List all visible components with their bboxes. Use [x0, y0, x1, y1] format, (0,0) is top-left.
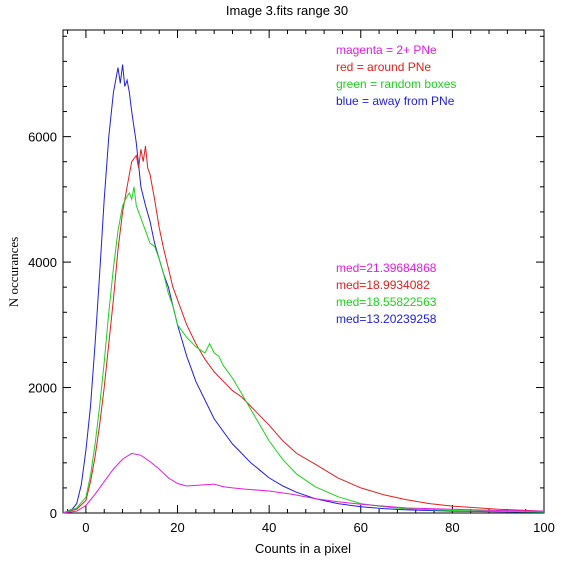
series-line-3 — [62, 452, 545, 514]
y-axis: 0 2000 4000 6000 — [28, 35, 544, 521]
legend-entry: green = random boxes — [336, 77, 456, 91]
plot-frame — [62, 29, 545, 514]
x-axis-label: Counts in a pixel — [255, 541, 351, 556]
y-tick-label: 4000 — [28, 255, 57, 270]
chart-title: Image 3.fits range 30 — [226, 3, 348, 18]
x-tick-label: 0 — [82, 520, 89, 535]
x-axis: 0 20 40 60 80 100 — [67, 30, 555, 535]
series-line-0 — [62, 64, 545, 514]
legend-entry: red = around PNe — [336, 60, 431, 74]
y-tick-label: 2000 — [28, 381, 57, 396]
median-label: med=18.55822563 — [336, 295, 437, 309]
legend-entry: blue = away from PNe — [336, 94, 455, 108]
median-label: med=21.39684868 — [336, 261, 437, 275]
x-tick-label: 100 — [533, 520, 555, 535]
series-line-2 — [62, 186, 545, 514]
x-tick-label: 20 — [170, 520, 184, 535]
median-annotations: med=21.39684868 med=18.9934082 med=18.5582… — [336, 261, 437, 326]
legend: magenta = 2+ PNe red = around PNe green = … — [336, 43, 456, 108]
y-axis-label: N occurances — [6, 237, 21, 307]
x-tick-label: 40 — [262, 520, 276, 535]
x-tick-label: 80 — [445, 520, 459, 535]
legend-entry: magenta = 2+ PNe — [336, 43, 437, 57]
series-line-1 — [62, 145, 545, 514]
y-tick-label: 6000 — [28, 130, 57, 145]
y-tick-label: 0 — [50, 506, 57, 521]
median-label: med=13.20239258 — [336, 312, 437, 326]
series-layer — [62, 64, 545, 514]
x-tick-label: 60 — [354, 520, 368, 535]
median-label: med=18.9934082 — [336, 278, 430, 292]
